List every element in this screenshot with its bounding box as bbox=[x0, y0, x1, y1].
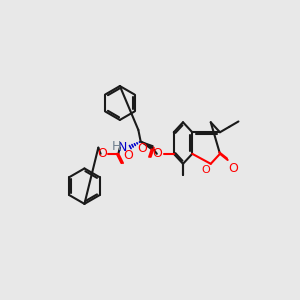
Text: O: O bbox=[201, 165, 210, 175]
Text: O: O bbox=[138, 142, 148, 155]
Text: O: O bbox=[228, 161, 238, 175]
Text: H: H bbox=[112, 140, 122, 153]
Text: O: O bbox=[152, 147, 162, 160]
Text: N: N bbox=[118, 141, 128, 154]
Polygon shape bbox=[141, 142, 153, 149]
Text: O: O bbox=[124, 149, 134, 162]
Text: O: O bbox=[97, 146, 107, 160]
